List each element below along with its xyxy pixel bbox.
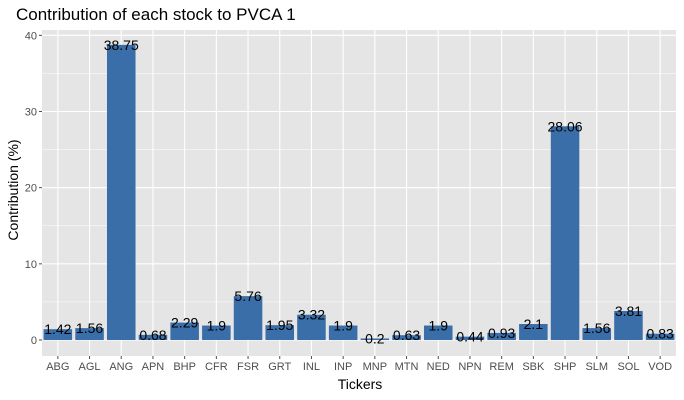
bar-shp — [550, 126, 580, 341]
x-tick-label: MTN — [395, 361, 419, 373]
bar-value-label: 0.2 — [365, 330, 385, 346]
bar-value-label: 1.42 — [44, 321, 71, 337]
bar-mnp — [360, 338, 390, 341]
bar-value-label: 38.75 — [104, 37, 139, 53]
bar-cfr — [202, 325, 231, 341]
x-tick-label: INP — [334, 361, 352, 373]
x-tick-label: BHP — [173, 361, 196, 373]
bar-value-label: 0.68 — [139, 327, 166, 343]
x-tick-label: VOD — [648, 361, 672, 373]
bar-value-label: 0.44 — [456, 329, 483, 345]
y-axis-title: Contribution (%) — [5, 139, 21, 240]
bar-ang — [106, 44, 136, 341]
chart-title: Contribution of each stock to PVCA 1 — [16, 5, 296, 24]
bar-value-label: 1.9 — [333, 318, 353, 334]
x-axis-title: Tickers — [338, 376, 383, 392]
y-tick-label: 30 — [25, 107, 37, 119]
x-tick-label: SBK — [522, 361, 545, 373]
bar-bhp — [170, 322, 199, 341]
y-tick-label: 20 — [25, 183, 37, 195]
bar-vod — [645, 333, 675, 341]
x-tick-label: SLM — [585, 361, 608, 373]
bar-grt — [265, 325, 295, 341]
bar-value-label: 1.95 — [266, 317, 293, 333]
x-axis: ABG AGL ANG APN BHP CFR FSR GRT INL INP MNP MTN NED N… — [46, 356, 672, 373]
plot-panel — [42, 30, 676, 356]
bar-value-label: 1.9 — [207, 318, 227, 334]
bar-value-label: 1.56 — [583, 320, 610, 336]
bar-inl — [297, 314, 326, 341]
bar-npn — [455, 336, 485, 341]
bar-value-label: 3.32 — [298, 307, 325, 323]
bar-value-label: 1.9 — [429, 318, 449, 334]
bar-slm — [582, 328, 612, 341]
y-axis: 0 10 20 30 40 — [25, 30, 42, 347]
bar-labels: 1.42 1.56 38.75 0.68 2.29 1.9 5.76 1.95 3.32 1.9 0… — [44, 37, 674, 347]
bar-value-label: 3.81 — [615, 303, 642, 319]
bar-value-label: 0.93 — [488, 325, 515, 341]
bar-value-label: 5.76 — [234, 288, 261, 304]
bar-value-label: 2.29 — [171, 315, 198, 331]
x-tick-label: ABG — [46, 361, 69, 373]
x-tick-label: APN — [142, 361, 165, 373]
x-tick-label: AGL — [79, 361, 101, 373]
bar-value-label: 28.06 — [548, 118, 583, 134]
bar-apn — [138, 334, 168, 341]
bar-value-label: 0.83 — [647, 326, 674, 342]
x-tick-label: SHP — [554, 361, 577, 373]
x-tick-label: REM — [489, 361, 513, 373]
x-tick-label: MNP — [363, 361, 387, 373]
x-tick-label: NED — [427, 361, 450, 373]
bars — [43, 44, 675, 341]
bar-value-label: 1.56 — [76, 320, 103, 336]
x-tick-label: FSR — [237, 361, 259, 373]
bar-fsr — [233, 296, 263, 341]
bar-sbk — [519, 324, 548, 341]
bar-inp — [328, 325, 358, 341]
y-tick-label: 0 — [31, 335, 37, 347]
x-tick-label: NPN — [458, 361, 481, 373]
bar-rem — [487, 332, 516, 341]
x-tick-label: SOL — [617, 361, 639, 373]
y-tick-label: 40 — [25, 30, 37, 42]
y-tick-label: 10 — [25, 259, 37, 271]
x-tick-label: GRT — [268, 361, 291, 373]
x-tick-label: INL — [303, 361, 320, 373]
bar-abg — [43, 329, 73, 341]
bar-value-label: 0.63 — [393, 327, 420, 343]
bar-value-label: 2.1 — [524, 316, 544, 332]
bar-mtn — [392, 335, 421, 341]
x-tick-label: ANG — [109, 361, 133, 373]
bar-sol — [614, 310, 643, 341]
x-tick-label: CFR — [205, 361, 228, 373]
bar-agl — [75, 328, 104, 341]
bar-ned — [423, 325, 453, 341]
